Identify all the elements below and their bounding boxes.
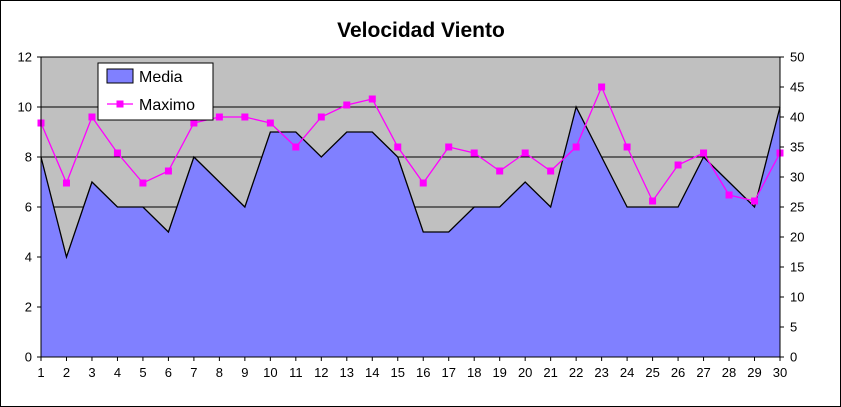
series-maximo-point <box>547 167 555 175</box>
series-maximo-point <box>470 149 478 157</box>
x-tick-label: 22 <box>569 365 583 380</box>
series-maximo-point <box>266 119 274 127</box>
x-tick-label: 9 <box>241 365 248 380</box>
series-maximo-point <box>113 149 121 157</box>
series-maximo-point <box>623 143 631 151</box>
x-tick-label: 4 <box>114 365 121 380</box>
x-tick-label: 24 <box>620 365 634 380</box>
y-left-tick-label: 12 <box>18 50 32 65</box>
y-left-tick-label: 4 <box>25 250 32 265</box>
y-right-tick-label: 10 <box>790 290 804 305</box>
series-maximo-point <box>700 149 708 157</box>
x-tick-label: 10 <box>263 365 277 380</box>
x-tick-label: 15 <box>391 365 405 380</box>
y-right-tick-label: 30 <box>790 170 804 185</box>
x-tick-label: 16 <box>416 365 430 380</box>
y-right-tick-label: 40 <box>790 110 804 125</box>
y-right-tick-label: 0 <box>790 350 797 365</box>
series-maximo-point <box>496 167 504 175</box>
y-left-tick-label: 0 <box>25 350 32 365</box>
x-tick-label: 1 <box>37 365 44 380</box>
x-tick-label: 5 <box>139 365 146 380</box>
series-maximo-point <box>674 161 682 169</box>
series-media-area <box>41 107 780 357</box>
y-right-tick-label: 35 <box>790 140 804 155</box>
series-maximo-point <box>572 143 580 151</box>
y-right-tick-label: 20 <box>790 230 804 245</box>
series-maximo-point <box>419 179 427 187</box>
series-maximo-point <box>598 83 606 91</box>
series-maximo-point <box>343 101 351 109</box>
x-tick-label: 3 <box>88 365 95 380</box>
y-left-tick-label: 6 <box>25 200 32 215</box>
series-maximo-point <box>190 119 198 127</box>
x-tick-label: 8 <box>216 365 223 380</box>
series-maximo-point <box>649 197 657 205</box>
x-tick-label: 18 <box>467 365 481 380</box>
series-maximo-point <box>241 113 249 121</box>
series-maximo-point <box>139 179 147 187</box>
y-right-tick-label: 45 <box>790 80 804 95</box>
x-tick-label: 6 <box>165 365 172 380</box>
x-tick-label: 26 <box>671 365 685 380</box>
x-tick-label: 23 <box>594 365 608 380</box>
y-left-tick-label: 10 <box>18 100 32 115</box>
x-tick-label: 28 <box>722 365 736 380</box>
series-maximo-point <box>725 191 733 199</box>
series-maximo-point <box>215 113 223 121</box>
x-tick-label: 13 <box>340 365 354 380</box>
x-tick-label: 11 <box>289 365 303 380</box>
x-tick-label: 17 <box>441 365 455 380</box>
x-tick-label: 20 <box>518 365 532 380</box>
series-maximo-point <box>445 143 453 151</box>
x-tick-label: 12 <box>314 365 328 380</box>
legend-media-swatch <box>106 68 134 84</box>
x-tick-label: 21 <box>543 365 557 380</box>
y-right-tick-label: 5 <box>790 320 797 335</box>
x-tick-label: 27 <box>696 365 710 380</box>
series-maximo-point <box>317 113 325 121</box>
series-maximo-point <box>521 149 529 157</box>
series-maximo-point <box>751 197 759 205</box>
series-maximo-point <box>88 113 96 121</box>
y-right-tick-label: 50 <box>790 50 804 65</box>
x-tick-label: 2 <box>63 365 70 380</box>
series-maximo-point <box>368 95 376 103</box>
x-tick-label: 30 <box>773 365 787 380</box>
series-maximo-point <box>62 179 70 187</box>
series-maximo-line <box>40 85 781 203</box>
series-maximo-point <box>164 167 172 175</box>
y-right-tick-label: 25 <box>790 200 804 215</box>
y-right-tick-label: 15 <box>790 260 804 275</box>
y-left-tick-label: 8 <box>25 150 32 165</box>
chart-title: Velocidad Viento <box>337 19 505 42</box>
x-tick-label: 19 <box>492 365 506 380</box>
x-tick-label: 25 <box>645 365 659 380</box>
series-maximo-point <box>292 143 300 151</box>
x-tick-label: 29 <box>747 365 761 380</box>
series-maximo-point <box>394 143 402 151</box>
legend: Media Maximo <box>97 62 214 121</box>
legend-maximo-marker <box>116 100 124 108</box>
y-left-tick-label: 2 <box>25 300 32 315</box>
legend-maximo-label: Maximo <box>139 97 195 114</box>
series-media-outline <box>40 105 781 260</box>
x-tick-label: 7 <box>190 365 197 380</box>
legend-media-label: Media <box>139 69 183 86</box>
x-tick-label: 14 <box>365 365 379 380</box>
